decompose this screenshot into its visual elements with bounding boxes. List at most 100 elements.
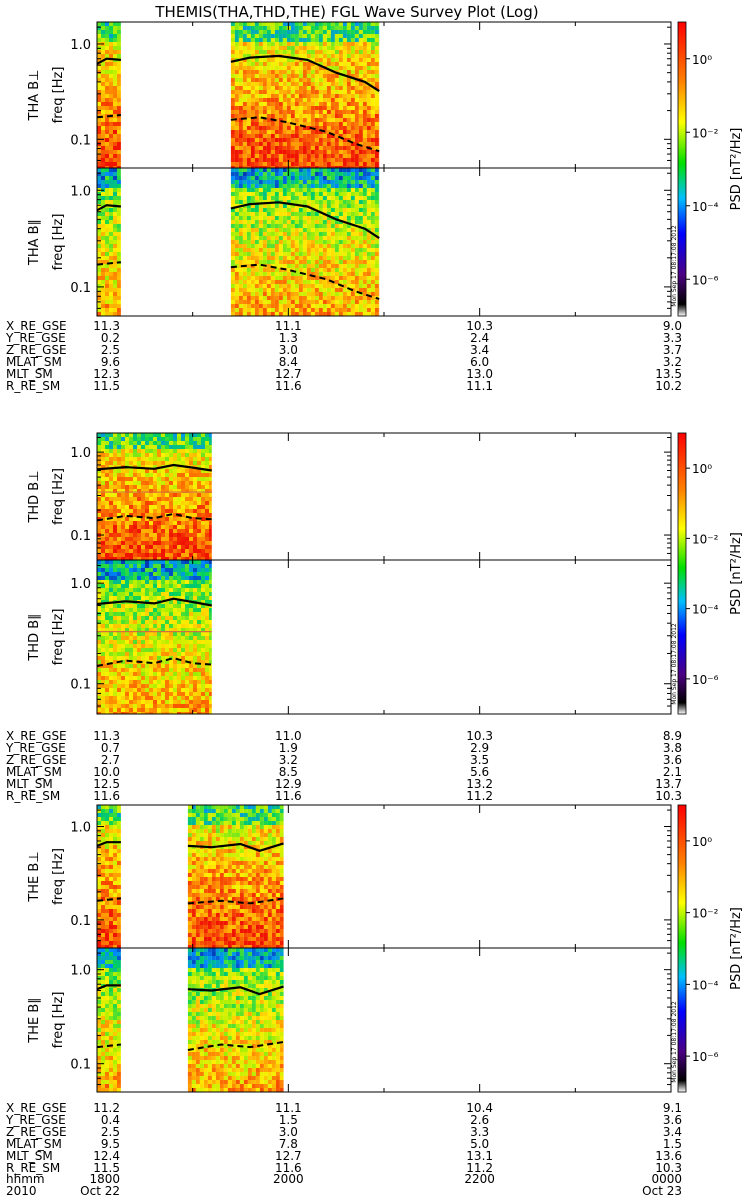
orbit-row-name: X_RE_GSE bbox=[6, 1101, 67, 1115]
orbit-row-value: 11.6 bbox=[275, 789, 302, 803]
orbit-row-value: 1.5 bbox=[279, 1113, 298, 1127]
solid-trace-line bbox=[230, 201, 380, 240]
orbit-row-value: 12.7 bbox=[275, 1149, 302, 1163]
solid-trace-line bbox=[230, 54, 380, 93]
colorbar-tick-label: 10⁻⁶ bbox=[692, 1050, 719, 1064]
colorbar-tick-label: 10⁻⁴ bbox=[692, 200, 719, 214]
panel-ylabel: freq [Hz] bbox=[51, 214, 66, 271]
orbit-row-value: 11.6 bbox=[275, 1161, 302, 1175]
orbit-row-value: 12.7 bbox=[275, 367, 302, 381]
colorbar-label: PSD [nT²/Hz] bbox=[729, 907, 744, 990]
orbit-row-value: 1.3 bbox=[279, 331, 298, 345]
colorbar-tick-label: 10⁻⁶ bbox=[692, 673, 719, 687]
orbit-row-name: MLAT_SM bbox=[6, 765, 62, 779]
orbit-row-value: 0.4 bbox=[101, 1113, 120, 1127]
orbit-row-value: 3.3 bbox=[663, 331, 682, 345]
panel-component-label: THD B⊥ bbox=[27, 470, 42, 523]
orbit-row-value: 11.6 bbox=[275, 379, 302, 393]
spectrogram-segment bbox=[187, 948, 284, 1092]
orbit-row-value: 10.3 bbox=[655, 1161, 682, 1175]
spectrogram-segment bbox=[97, 22, 121, 168]
orbit-row-name: Z_RE_GSE bbox=[6, 1125, 67, 1139]
colorbar: 10⁰ 10⁻² 10⁻⁴ 10⁻⁶ PSD [nT²/Hz] Mon Sep 17 08… bbox=[671, 432, 744, 715]
orbit-row-name: R_RE_SM bbox=[6, 1161, 60, 1175]
hhmm-row-label: hhmm bbox=[6, 1172, 45, 1186]
orbit-row-value: 7.8 bbox=[279, 1137, 298, 1151]
y-tick-label: 1.0 bbox=[70, 821, 91, 836]
spectrogram-segment bbox=[97, 433, 212, 560]
orbit-row-value: 3.3 bbox=[470, 1125, 489, 1139]
orbit-row-value: 10.2 bbox=[655, 379, 682, 393]
time-tick-label: 0000 bbox=[651, 1172, 682, 1186]
panel-frame bbox=[96, 804, 672, 949]
orbit-row-name: Z_RE_GSE bbox=[6, 753, 67, 767]
dashed-trace-line bbox=[96, 657, 212, 667]
date-label-end: Oct 23 bbox=[642, 1184, 682, 1198]
spectrogram-segment bbox=[97, 560, 212, 714]
orbit-row-value: 11.1 bbox=[466, 379, 493, 393]
orbit-row-value: 8.5 bbox=[279, 765, 298, 779]
colorbar-gradient bbox=[677, 804, 687, 1093]
timestamp-label: Mon Sep 17 08:17:08 2012 bbox=[671, 225, 678, 307]
panel-ylabel: freq [Hz] bbox=[51, 468, 66, 525]
orbit-row-value: 1.9 bbox=[279, 741, 298, 755]
orbit-row-value: 11.6 bbox=[93, 789, 120, 803]
y-tick-label: 0.1 bbox=[70, 678, 91, 693]
orbit-row-name: R_RE_SM bbox=[6, 789, 60, 803]
spectrogram-segment bbox=[187, 805, 284, 948]
orbit-row-value: 1.5 bbox=[663, 1137, 682, 1151]
orbit-row-value: 12.4 bbox=[93, 1149, 120, 1163]
dashed-trace-line bbox=[96, 1043, 122, 1049]
orbit-row-value: 13.6 bbox=[655, 1149, 682, 1163]
orbit-row-value: 10.3 bbox=[466, 729, 493, 743]
orbit-row-value: 13.7 bbox=[655, 777, 682, 791]
colorbar-tick-label: 10⁰ bbox=[692, 462, 712, 476]
orbit-row-name: MLAT_SM bbox=[6, 355, 62, 369]
colorbar-tick-label: 10⁻⁴ bbox=[692, 603, 719, 617]
time-tick-label: 1800 bbox=[89, 1172, 120, 1186]
timestamp-label: Mon Sep 17 08:17:08 2012 bbox=[671, 1001, 678, 1083]
orbit-row-name: Y_RE_GSE bbox=[5, 741, 66, 755]
orbit-row-value: 0.2 bbox=[101, 331, 120, 345]
plot-title: THEMIS(THA,THD,THE) FGL Wave Survey Plot… bbox=[154, 3, 538, 21]
orbit-row-value: 6.0 bbox=[470, 355, 489, 369]
panel-frame bbox=[96, 21, 672, 169]
panel-component-label: THD B∥ bbox=[27, 613, 42, 661]
orbit-row-value: 11.2 bbox=[466, 1161, 493, 1175]
orbit-row-value: 3.2 bbox=[279, 753, 298, 767]
orbit-row-value: 2.5 bbox=[101, 343, 120, 357]
orbit-row-value: 0.7 bbox=[101, 741, 120, 755]
orbit-row-name: MLT_SM bbox=[6, 777, 53, 791]
spectrogram-panel-tha-bpar: 1.0 0.1 THA B∥ freq [Hz] bbox=[27, 167, 672, 317]
colorbar-tick-label: 10⁻⁶ bbox=[692, 273, 719, 287]
orbit-row-value: 11.1 bbox=[275, 319, 302, 333]
date-label-start: Oct 22 bbox=[80, 1184, 120, 1198]
colorbar-gradient bbox=[677, 432, 687, 715]
orbit-row-value: 12.3 bbox=[93, 367, 120, 381]
timestamp-label: Mon Sep 17 08:17:08 2012 bbox=[671, 623, 678, 705]
colorbar-tick-label: 10⁻⁴ bbox=[692, 978, 719, 992]
orbit-row-value: 3.2 bbox=[663, 355, 682, 369]
orbit-row-value: 5.6 bbox=[470, 765, 489, 779]
time-tick-label: 2200 bbox=[464, 1172, 495, 1186]
orbit-row-name: Y_RE_GSE bbox=[5, 1113, 66, 1127]
y-tick-label: 0.1 bbox=[70, 914, 91, 929]
solid-trace-line bbox=[96, 57, 121, 65]
y-tick-label: 1.0 bbox=[70, 964, 91, 979]
colorbar: 10⁰ 10⁻² 10⁻⁴ 10⁻⁶ PSD [nT²/Hz] Mon Sep 17 08… bbox=[671, 804, 744, 1093]
orbit-row-value: 5.0 bbox=[470, 1137, 489, 1151]
orbit-row-value: 9.6 bbox=[101, 355, 120, 369]
colorbar-tick-label: 10⁻² bbox=[692, 126, 719, 140]
colorbar-label: PSD [nT²/Hz] bbox=[729, 532, 744, 615]
orbit-row-value: 2.1 bbox=[663, 765, 682, 779]
orbit-row-value: 11.5 bbox=[93, 379, 120, 393]
orbit-row-value: 3.0 bbox=[279, 343, 298, 357]
dashed-trace-line bbox=[96, 114, 121, 119]
orbit-row-value: 13.5 bbox=[655, 367, 682, 381]
colorbar: 10⁰ 10⁻² 10⁻⁴ 10⁻⁶ PSD [nT²/Hz] Mon Sep 17 08… bbox=[671, 21, 744, 317]
orbit-row-value: 2.5 bbox=[101, 1125, 120, 1139]
orbit-row-name: X_RE_GSE bbox=[6, 729, 67, 743]
y-tick-label: 1.0 bbox=[70, 577, 91, 592]
panel-frame bbox=[96, 947, 672, 1093]
orbit-row-value: 11.0 bbox=[275, 729, 302, 743]
